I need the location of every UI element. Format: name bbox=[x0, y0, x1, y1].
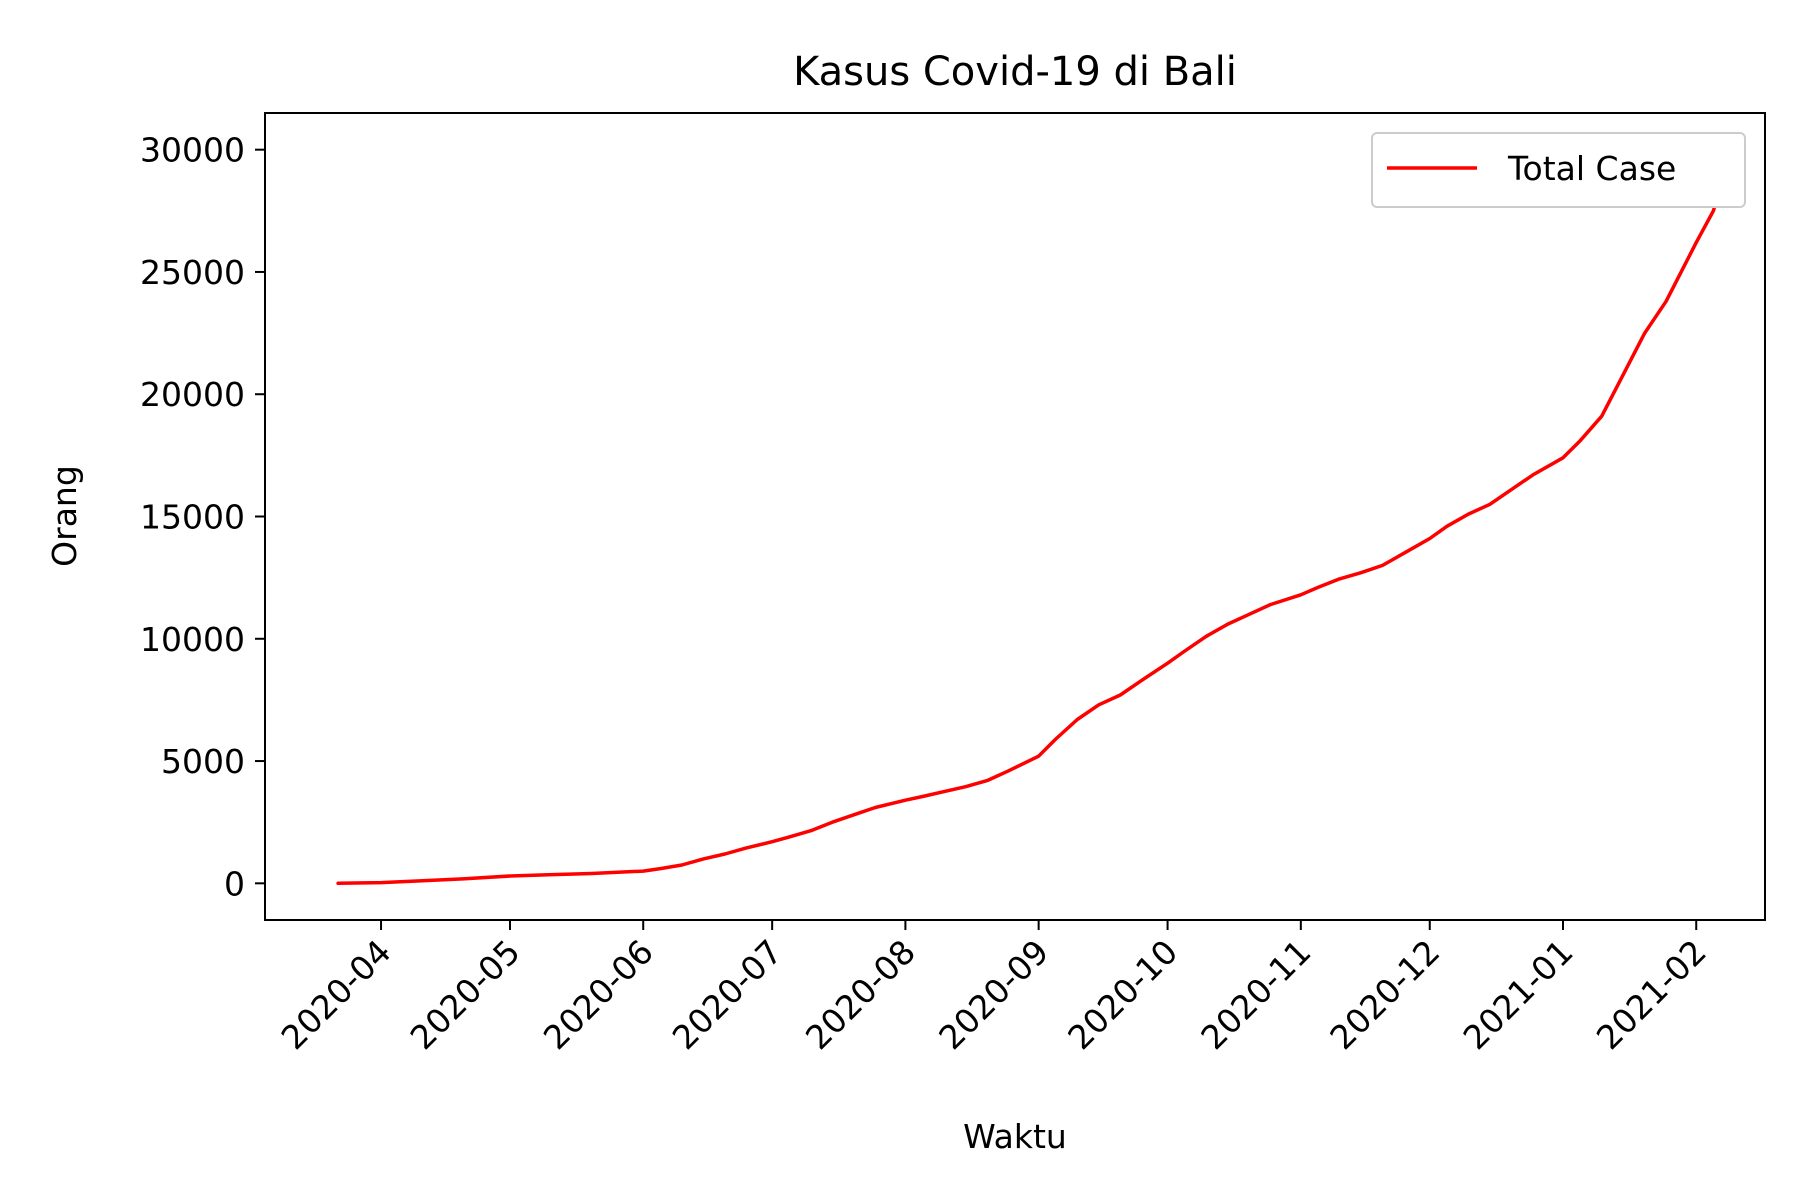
x-tick-label: 2020-12 bbox=[1322, 932, 1447, 1057]
x-tick-label: 2020-05 bbox=[403, 932, 528, 1057]
y-tick-label: 15000 bbox=[140, 498, 245, 537]
x-axis-label: Waktu bbox=[963, 1117, 1067, 1156]
legend: Total Case bbox=[1371, 132, 1746, 208]
x-tick-label: 2020-06 bbox=[536, 932, 661, 1057]
x-tick-label: 2020-08 bbox=[798, 932, 923, 1057]
y-tick-label: 20000 bbox=[140, 375, 245, 414]
y-tick-label: 30000 bbox=[140, 131, 245, 170]
series-line-total-case bbox=[336, 147, 1733, 886]
x-tick-label: 2020-09 bbox=[931, 932, 1056, 1057]
x-tick-label: 2021-01 bbox=[1456, 932, 1581, 1057]
chart-title: Kasus Covid-19 di Bali bbox=[793, 49, 1237, 95]
y-axis-label: Orang bbox=[45, 465, 84, 567]
x-tick-label: 2020-04 bbox=[274, 932, 399, 1057]
x-axis: 2020-04 2020-05 2020-06 2020-07 2020-08 2020-… bbox=[274, 920, 1714, 1057]
x-tick-label: 2020-11 bbox=[1193, 932, 1318, 1057]
series-layer bbox=[336, 147, 1733, 886]
y-axis: 0 5000 10000 15000 20000 25000 30000 bbox=[140, 131, 265, 903]
y-tick-label: 25000 bbox=[140, 253, 245, 292]
y-tick-label: 10000 bbox=[140, 620, 245, 659]
y-tick-label: 5000 bbox=[161, 742, 245, 781]
plot-area-frame bbox=[264, 112, 1766, 921]
y-tick-label: 0 bbox=[224, 864, 245, 903]
x-tick-label: 2020-10 bbox=[1060, 932, 1185, 1057]
legend-box bbox=[1371, 132, 1746, 208]
x-tick-label: 2021-02 bbox=[1589, 932, 1714, 1057]
x-tick-label: 2020-07 bbox=[665, 932, 790, 1057]
legend-label-total-case: Total Case bbox=[1507, 149, 1676, 188]
